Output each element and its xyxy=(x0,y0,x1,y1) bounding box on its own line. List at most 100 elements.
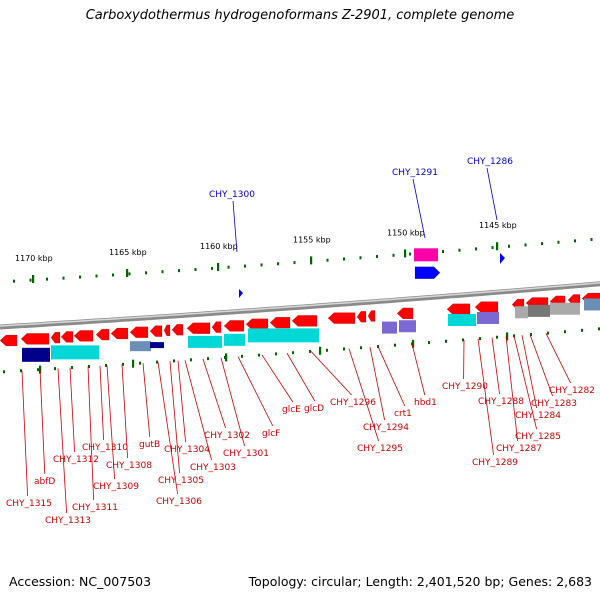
bottom-gene-label: CHY_1289 xyxy=(472,458,518,468)
gene-labels: CHY_1300 CHY_1291 CHY_1286 CHY_1315 abfD CHY_… xyxy=(6,157,595,526)
bottom-label-leader xyxy=(529,334,553,397)
feature-box-navy xyxy=(150,342,164,349)
scale-minor-tick xyxy=(178,269,180,273)
bottom-gene-label: CHY_1284 xyxy=(515,411,561,421)
scale-minor-tick xyxy=(79,275,81,279)
lower-major-tick xyxy=(319,346,322,355)
scale-minor-tick xyxy=(161,270,164,274)
gene-arrow-reverse xyxy=(211,321,222,333)
feature-box-cyan xyxy=(448,314,476,327)
gene-arrow-reverse xyxy=(291,315,318,327)
gene-arrow-reverse xyxy=(474,301,499,313)
scale-minor-tick xyxy=(13,279,15,283)
bottom-label-leader xyxy=(237,356,274,427)
bottom-label-leader xyxy=(286,352,316,402)
bottom-gene-label: CHY_1306 xyxy=(156,497,202,507)
scale-minor-tick xyxy=(260,263,263,267)
bottom-gene-label: CHY_1305 xyxy=(158,476,204,486)
lower-minor-tick xyxy=(547,331,549,335)
lower-minor-tick xyxy=(122,362,124,366)
scale-minor-tick xyxy=(574,239,576,243)
bottom-gene-label: glcF xyxy=(262,429,280,439)
scale-minor-tick xyxy=(392,253,395,257)
bottom-gene-label: CHY_1288 xyxy=(478,397,524,407)
bottom-label-leader xyxy=(87,366,94,501)
bottom-gene-label: CHY_1296 xyxy=(330,398,376,408)
feature-box-purple xyxy=(382,321,397,334)
scale-minor-tick xyxy=(524,243,527,247)
bottom-gene-label: CHY_1310 xyxy=(82,443,128,453)
bottom-gene-label: CHY_1313 xyxy=(45,516,91,526)
gene-arrow-forward-blue xyxy=(414,266,441,279)
bottom-gene-label: CHY_1290 xyxy=(442,382,488,392)
accession-text: Accession: NC_007503 xyxy=(9,574,152,589)
bottom-gene-label: CHY_1295 xyxy=(357,444,403,454)
scale-minor-tick xyxy=(442,249,444,253)
scale-major-tick xyxy=(496,242,499,251)
bottom-gene-label: abfD xyxy=(34,477,55,487)
genome-backbone xyxy=(0,281,600,330)
bottom-label-leader xyxy=(106,365,115,480)
scale-minor-tick xyxy=(491,246,494,250)
bottom-label-leader xyxy=(57,368,67,514)
lower-minor-tick xyxy=(173,359,175,363)
bottom-gene-label: CHY_1285 xyxy=(515,432,561,442)
lower-minor-tick xyxy=(462,338,464,342)
bottom-gene-label: CHY_1304 xyxy=(164,445,210,455)
lower-minor-tick xyxy=(309,349,311,353)
gene-marker-blue xyxy=(500,253,505,264)
bottom-label-leader xyxy=(169,361,180,474)
bottom-gene-label: CHY_1282 xyxy=(549,386,595,396)
lower-minor-tick xyxy=(156,360,158,364)
bottom-label-leader xyxy=(310,351,352,396)
scale-minor-tick xyxy=(458,248,461,252)
gene-arrow-reverse xyxy=(163,324,171,337)
feature-box-darkgray xyxy=(528,304,550,317)
bottom-gene-label: CHY_1311 xyxy=(72,503,118,513)
lower-minor-tick xyxy=(564,330,566,334)
feature-box-purple xyxy=(477,311,499,324)
gene-marker-blue xyxy=(239,289,243,298)
scale-track: 1170 kbp 1165 kbp 1160 kbp 1155 kbp 1150 kbp… xyxy=(3,221,600,374)
bottom-gene-label: gutB xyxy=(139,440,160,450)
bottom-label-leader xyxy=(69,367,75,453)
gene-track xyxy=(0,248,600,362)
map-title: Carboxydothermus hydrogenoformans Z-2901… xyxy=(85,8,515,23)
backbone-line xyxy=(0,281,600,330)
scale-tick-label: 1145 kbp xyxy=(479,221,517,230)
lower-minor-tick xyxy=(3,370,5,374)
scale-minor-tick xyxy=(557,240,560,244)
bottom-label-leader xyxy=(411,343,426,396)
scale-major-tick xyxy=(404,249,407,258)
scale-minor-tick xyxy=(475,247,477,251)
bottom-label-leader xyxy=(99,365,104,441)
scale-minor-tick xyxy=(46,277,48,281)
feature-box-purple xyxy=(399,320,416,333)
bottom-gene-label: glcD xyxy=(304,404,324,414)
bottom-label-leader xyxy=(545,333,571,384)
lower-minor-tick xyxy=(530,333,532,337)
gene-arrow-reverse xyxy=(171,323,184,336)
lower-minor-tick xyxy=(37,368,39,372)
lower-major-tick xyxy=(506,332,509,341)
scale-minor-tick xyxy=(227,265,230,269)
gene-arrow-reverse xyxy=(186,322,211,335)
gene-arrow-reverse xyxy=(60,331,74,343)
bottom-label-leader xyxy=(513,335,537,430)
lower-major-tick xyxy=(225,353,228,362)
bottom-label-leader xyxy=(39,369,46,475)
bottom-label-leader xyxy=(377,346,406,407)
scale-minor-tick xyxy=(95,274,98,278)
bottom-label-leader xyxy=(348,348,379,442)
scale-tick-label: 1170 kbp xyxy=(15,254,53,263)
bottom-label-leader xyxy=(505,336,518,442)
top-gene-label: CHY_1291 xyxy=(392,168,438,178)
gene-arrow-reverse xyxy=(0,334,18,347)
gene-arrow-reverse xyxy=(356,310,367,323)
bottom-gene-label: hbd1 xyxy=(414,398,437,408)
bottom-label-leader xyxy=(477,338,494,456)
scale-minor-tick xyxy=(29,278,32,282)
scale-minor-tick xyxy=(211,266,213,270)
bottom-gene-label: CHY_1315 xyxy=(6,499,52,509)
scale-minor-tick xyxy=(62,276,65,280)
